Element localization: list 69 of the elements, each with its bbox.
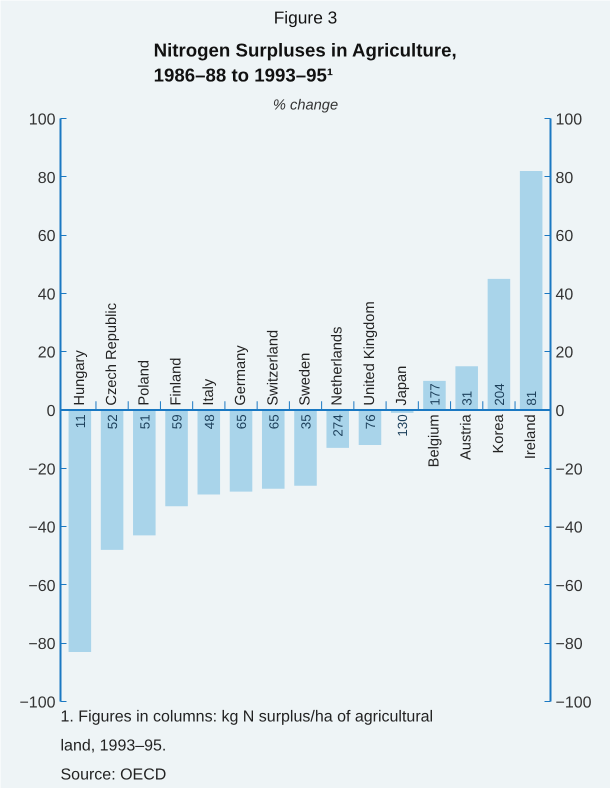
chart-subtitle: Nitrogen Surpluses in Agriculture, 1986–88 to 1993–95¹ — [154, 39, 457, 86]
x-tick-label: Czech Republic — [104, 302, 120, 406]
x-tick-label: Switzerland — [265, 330, 282, 406]
y-tick-label: 100 — [28, 112, 56, 128]
bar — [455, 366, 478, 410]
y-tick-label: 80 — [38, 170, 56, 187]
annotation: 274 — [330, 414, 346, 437]
annotation: 130 — [395, 414, 410, 437]
bar — [100, 410, 124, 550]
annotation: 11 — [72, 414, 88, 428]
y-tick-label: −60 — [28, 578, 56, 595]
y2-tick-label: −80 — [556, 636, 583, 654]
annotation: 76 — [362, 414, 378, 430]
x-tick-label: Japan — [394, 366, 410, 406]
x-tick-label: United Kingdom — [362, 301, 378, 406]
y2-tick-label: 80 — [556, 170, 574, 187]
x-tick-label: Hungary — [72, 350, 88, 406]
bar — [520, 170, 542, 410]
x-tick-label: Italy — [200, 378, 217, 406]
bar — [198, 410, 220, 495]
y-tick-label: 40 — [38, 286, 56, 304]
annotation: 65 — [266, 414, 282, 430]
x-tick-label: Poland — [136, 360, 152, 406]
x-tick-label: Ireland — [523, 414, 540, 460]
y-tick-label: −80 — [28, 636, 56, 654]
text: 1. Figures in columns: kg N surplus/ha of agricultural land, 1993–95. — [60, 708, 434, 754]
y2-tick-label: −40 — [556, 520, 583, 537]
x-tick-label: Austria — [458, 414, 475, 460]
chart-title: Figure 3 — [274, 8, 338, 28]
y2-tick-label: 20 — [556, 344, 574, 362]
annotation: 81 — [524, 390, 540, 406]
y2-tick-label: −100 — [556, 694, 592, 712]
bar — [68, 410, 92, 652]
y-axis-title: % change — [272, 98, 338, 114]
y-tick-label: −40 — [28, 520, 56, 537]
x-tick-label: Belgium — [426, 414, 442, 468]
bar — [230, 410, 252, 492]
y2-tick-label: −20 — [556, 461, 583, 478]
y2-tick-label: 0 — [556, 403, 564, 420]
y-tick-label: 60 — [38, 228, 56, 246]
x-tick-label: Finland — [168, 358, 185, 406]
y-tick-label: 20 — [38, 344, 56, 362]
bar — [165, 410, 188, 506]
x-tick-label: Netherlands — [330, 326, 346, 406]
x-tick-label: Germany — [233, 344, 250, 406]
y2-tick-label: 40 — [556, 286, 574, 304]
annotation: 52 — [105, 414, 120, 430]
annotation: 48 — [202, 414, 217, 430]
annotation: 177 — [427, 383, 442, 406]
y2-tick-label: 100 — [556, 112, 582, 128]
y2-tick-label: 60 — [556, 228, 574, 246]
annotation: 35 — [298, 414, 314, 430]
source-note: Source: OECD — [60, 766, 166, 784]
y-tick-label: −100 — [19, 694, 56, 712]
y-tick-label: 0 — [46, 403, 56, 420]
bar — [262, 410, 285, 489]
bar — [358, 410, 382, 445]
x-tick-label: Korea — [490, 414, 507, 454]
annotation: 31 — [460, 390, 475, 406]
y2-tick-label: −60 — [556, 578, 583, 595]
annotation: 204 — [492, 382, 507, 406]
annotation: 65 — [234, 414, 250, 430]
bar — [133, 410, 156, 536]
y-tick-label: −20 — [28, 461, 56, 478]
bar — [294, 410, 317, 486]
bar — [488, 278, 510, 410]
annotation: 59 — [170, 414, 185, 430]
x-tick-label: Sweden — [298, 352, 314, 406]
annotation: 51 — [137, 414, 152, 430]
